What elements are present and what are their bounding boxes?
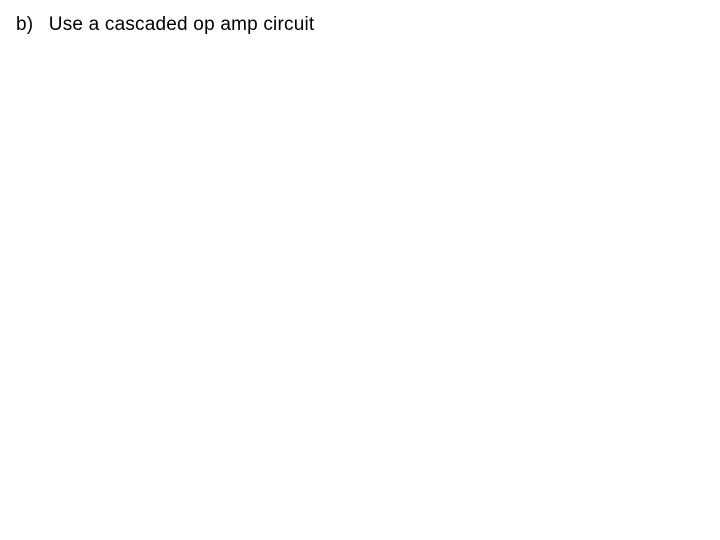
exercise-label: b) — [16, 14, 33, 35]
exercise-text: Use a cascaded op amp circuit — [49, 14, 315, 35]
exercise-line: b) Use a cascaded op amp circuit — [16, 14, 314, 36]
